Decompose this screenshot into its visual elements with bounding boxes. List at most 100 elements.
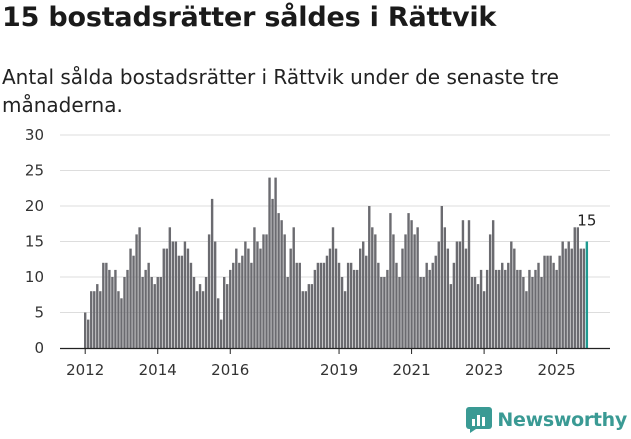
bar xyxy=(343,291,347,348)
bar xyxy=(213,241,217,348)
bar xyxy=(519,269,522,348)
bar xyxy=(555,269,558,348)
bar xyxy=(180,255,184,348)
bar xyxy=(552,262,555,348)
bar xyxy=(117,291,120,348)
bar xyxy=(286,277,289,348)
y-tick-label: 30 xyxy=(25,126,44,144)
bar xyxy=(307,284,311,348)
bar xyxy=(114,269,117,348)
bar xyxy=(189,262,193,348)
y-tick-label: 25 xyxy=(25,162,44,180)
x-tick-label: 2019 xyxy=(320,361,358,379)
chart-subtitle: Antal sålda bostadsrätter i Rättvik unde… xyxy=(2,65,559,117)
bar xyxy=(425,262,428,348)
bar xyxy=(168,227,172,348)
bar xyxy=(570,248,573,348)
bar xyxy=(458,241,462,348)
y-tick-label: 15 xyxy=(25,233,44,251)
y-tick-label: 5 xyxy=(34,304,44,322)
bar xyxy=(362,241,365,348)
bar xyxy=(247,248,250,348)
bar xyxy=(549,255,552,348)
bar xyxy=(298,262,301,348)
bar xyxy=(349,262,353,348)
bar xyxy=(201,291,205,348)
brand-logo[interactable]: Newsworthy xyxy=(466,407,627,433)
bar xyxy=(455,241,459,348)
bar xyxy=(416,227,419,348)
bar xyxy=(461,220,465,348)
bar xyxy=(485,269,489,348)
bar xyxy=(162,248,165,348)
bar xyxy=(253,227,256,348)
bar xyxy=(540,277,543,348)
bar xyxy=(108,269,111,348)
bar xyxy=(111,277,114,348)
bar xyxy=(422,277,425,348)
bar xyxy=(567,241,570,348)
bar xyxy=(346,262,350,348)
bar xyxy=(226,284,229,348)
bar xyxy=(386,269,389,348)
bar xyxy=(473,277,477,348)
bar xyxy=(123,277,126,348)
bar xyxy=(120,298,123,348)
bar xyxy=(126,269,129,348)
last-value-label: 15 xyxy=(577,212,596,230)
bar xyxy=(271,198,274,348)
bar xyxy=(449,284,453,348)
bar xyxy=(186,248,190,348)
bar xyxy=(374,234,377,348)
bar xyxy=(219,319,223,348)
bar xyxy=(573,227,576,348)
bar xyxy=(434,255,437,348)
bar xyxy=(165,248,168,348)
bar xyxy=(380,277,383,348)
bar xyxy=(561,241,564,348)
bar xyxy=(268,177,271,348)
bar xyxy=(96,284,99,348)
bar xyxy=(491,220,495,348)
x-axis: 2012 2014 2016 2019 2021 2023 2025 xyxy=(60,347,610,379)
bar xyxy=(534,269,537,348)
bar xyxy=(274,177,277,348)
bar xyxy=(428,269,431,348)
bar xyxy=(250,262,253,348)
bar xyxy=(289,248,292,348)
bar xyxy=(404,234,407,348)
bar xyxy=(528,269,531,348)
x-tick-label: 2023 xyxy=(465,361,503,379)
bar xyxy=(443,227,447,348)
bar xyxy=(195,291,199,348)
bar xyxy=(331,227,335,348)
bar xyxy=(204,277,208,348)
bar xyxy=(156,277,159,348)
bar xyxy=(174,241,178,348)
bar xyxy=(241,255,244,348)
bar xyxy=(498,269,501,348)
bar xyxy=(525,291,528,348)
bar xyxy=(171,241,175,348)
bar xyxy=(277,213,280,348)
bar xyxy=(99,291,102,348)
brand-name: Newsworthy xyxy=(497,409,627,431)
bar xyxy=(90,291,93,348)
bar xyxy=(147,262,150,348)
bar xyxy=(216,298,220,348)
y-tick-label: 10 xyxy=(25,268,44,286)
bar xyxy=(141,277,144,348)
bar xyxy=(138,227,141,348)
bar xyxy=(129,248,132,348)
bar xyxy=(223,277,226,348)
x-tick-label: 2021 xyxy=(392,361,430,379)
bar xyxy=(280,220,283,348)
bar xyxy=(334,248,338,348)
bar xyxy=(265,234,268,348)
bar xyxy=(316,262,320,348)
newsworthy-logo-icon xyxy=(466,407,493,433)
bar xyxy=(102,262,105,348)
bar xyxy=(198,284,202,348)
bar xyxy=(368,206,371,348)
